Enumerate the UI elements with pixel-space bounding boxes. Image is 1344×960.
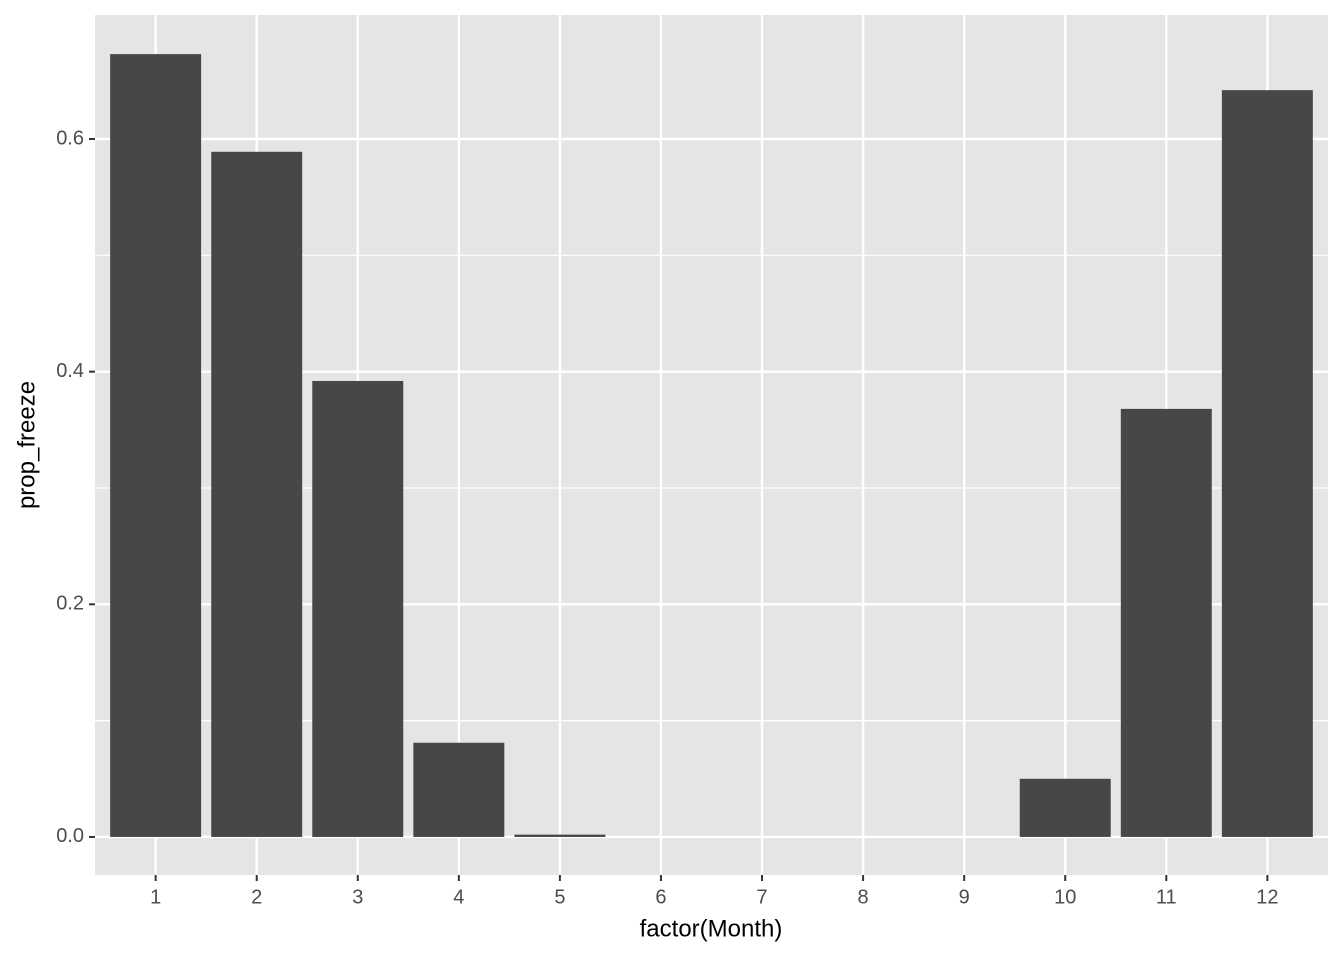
x-axis-title: factor(Month) xyxy=(640,915,783,942)
x-tick-label: 11 xyxy=(1156,886,1177,908)
bar xyxy=(1019,778,1111,837)
x-tick-label: 5 xyxy=(554,886,565,908)
x-tick-label: 12 xyxy=(1256,886,1278,908)
x-tick-label: 8 xyxy=(858,886,869,908)
bar xyxy=(413,742,505,837)
x-tick-label: 1 xyxy=(150,886,161,908)
y-tick-label: 0.0 xyxy=(56,825,84,847)
bar xyxy=(110,54,202,837)
x-tick-label: 7 xyxy=(756,886,767,908)
bar xyxy=(211,151,303,837)
x-tick-label: 3 xyxy=(352,886,363,908)
y-tick-label: 0.4 xyxy=(56,360,84,382)
bar xyxy=(1120,408,1212,837)
x-tick-label: 6 xyxy=(655,886,666,908)
x-tick-label: 10 xyxy=(1054,886,1076,908)
bar xyxy=(1221,90,1313,837)
y-axis-title: prop_freeze xyxy=(13,381,40,509)
y-tick-label: 0.6 xyxy=(56,127,84,149)
x-tick-label: 2 xyxy=(251,886,262,908)
x-tick-label: 9 xyxy=(959,886,970,908)
bar xyxy=(312,380,404,837)
y-tick-label: 0.2 xyxy=(56,593,84,615)
x-tick-label: 4 xyxy=(453,886,464,908)
bar xyxy=(514,834,606,837)
